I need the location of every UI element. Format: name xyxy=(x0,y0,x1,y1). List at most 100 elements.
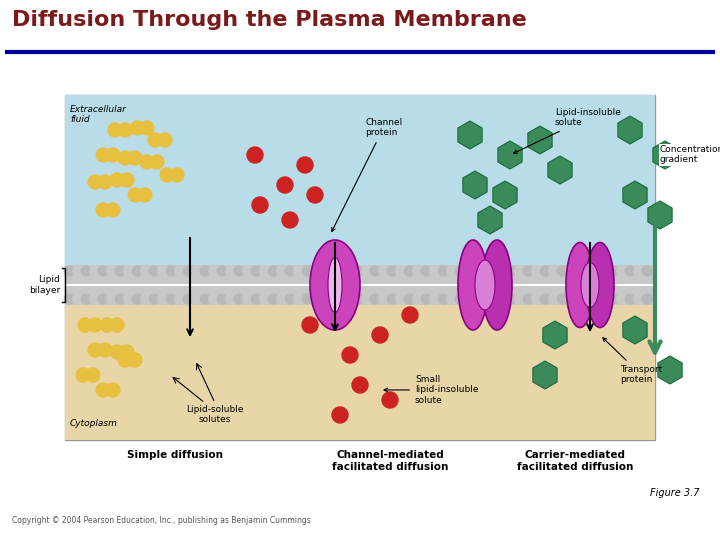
Circle shape xyxy=(277,177,293,193)
Circle shape xyxy=(110,318,124,332)
Circle shape xyxy=(328,266,338,276)
Text: Small
lipid-insoluble
solute: Small lipid-insoluble solute xyxy=(384,375,479,405)
Circle shape xyxy=(404,294,414,304)
Circle shape xyxy=(345,294,355,304)
Circle shape xyxy=(88,343,102,357)
Circle shape xyxy=(73,294,83,304)
Circle shape xyxy=(76,368,90,382)
Circle shape xyxy=(413,294,423,304)
Circle shape xyxy=(311,266,320,276)
Circle shape xyxy=(251,266,261,276)
Circle shape xyxy=(115,294,125,304)
Circle shape xyxy=(498,266,508,276)
Polygon shape xyxy=(658,356,682,384)
Circle shape xyxy=(379,266,389,276)
Circle shape xyxy=(582,294,593,304)
Polygon shape xyxy=(528,126,552,154)
Circle shape xyxy=(352,377,368,393)
Text: Diffusion Through the Plasma Membrane: Diffusion Through the Plasma Membrane xyxy=(12,10,527,30)
Circle shape xyxy=(430,266,440,276)
Circle shape xyxy=(200,266,210,276)
Circle shape xyxy=(506,266,516,276)
Circle shape xyxy=(413,266,423,276)
Circle shape xyxy=(226,266,235,276)
Circle shape xyxy=(370,266,380,276)
Circle shape xyxy=(540,266,550,276)
Polygon shape xyxy=(458,121,482,149)
Text: Lipid-insoluble
solute: Lipid-insoluble solute xyxy=(513,108,621,153)
Circle shape xyxy=(96,383,110,397)
Circle shape xyxy=(387,266,397,276)
Circle shape xyxy=(608,266,618,276)
Circle shape xyxy=(515,266,525,276)
Circle shape xyxy=(64,294,74,304)
Circle shape xyxy=(642,294,652,304)
Circle shape xyxy=(591,294,601,304)
Polygon shape xyxy=(543,321,567,349)
Circle shape xyxy=(90,266,100,276)
Text: Figure 3.7: Figure 3.7 xyxy=(650,488,700,498)
Circle shape xyxy=(158,294,168,304)
Circle shape xyxy=(78,318,92,332)
Circle shape xyxy=(192,266,202,276)
Circle shape xyxy=(523,266,534,276)
Circle shape xyxy=(472,266,482,276)
Ellipse shape xyxy=(566,242,594,327)
Circle shape xyxy=(506,294,516,304)
Circle shape xyxy=(642,266,652,276)
Circle shape xyxy=(294,266,304,276)
Circle shape xyxy=(566,266,576,276)
Circle shape xyxy=(234,294,244,304)
Circle shape xyxy=(209,294,219,304)
Circle shape xyxy=(370,294,380,304)
Text: Transport
protein: Transport protein xyxy=(603,338,662,384)
Circle shape xyxy=(98,343,112,357)
Circle shape xyxy=(88,175,102,189)
Circle shape xyxy=(446,266,456,276)
Circle shape xyxy=(170,168,184,182)
Circle shape xyxy=(319,266,329,276)
Circle shape xyxy=(120,173,134,187)
Circle shape xyxy=(184,294,193,304)
Text: Concentration
gradient: Concentration gradient xyxy=(660,145,720,164)
Circle shape xyxy=(276,266,287,276)
Circle shape xyxy=(549,294,559,304)
Circle shape xyxy=(158,266,168,276)
Polygon shape xyxy=(623,316,647,344)
Circle shape xyxy=(297,157,313,173)
Circle shape xyxy=(455,294,465,304)
Circle shape xyxy=(625,266,635,276)
Circle shape xyxy=(107,294,117,304)
Circle shape xyxy=(90,294,100,304)
Circle shape xyxy=(600,266,610,276)
Text: Carrier-mediated
facilitated diffusion: Carrier-mediated facilitated diffusion xyxy=(517,450,633,471)
Circle shape xyxy=(140,121,154,135)
Circle shape xyxy=(617,266,626,276)
Circle shape xyxy=(247,147,263,163)
Circle shape xyxy=(243,294,253,304)
Circle shape xyxy=(361,266,372,276)
Circle shape xyxy=(217,294,228,304)
Circle shape xyxy=(260,266,270,276)
Circle shape xyxy=(128,188,142,202)
Polygon shape xyxy=(478,206,502,234)
Polygon shape xyxy=(653,141,677,169)
Circle shape xyxy=(455,266,465,276)
Circle shape xyxy=(302,266,312,276)
Circle shape xyxy=(285,266,295,276)
Polygon shape xyxy=(648,201,672,229)
Circle shape xyxy=(332,407,348,423)
Circle shape xyxy=(166,294,176,304)
Circle shape xyxy=(634,294,644,304)
Circle shape xyxy=(402,307,418,323)
Circle shape xyxy=(252,197,268,213)
Polygon shape xyxy=(623,181,647,209)
Polygon shape xyxy=(463,171,487,199)
Bar xyxy=(65,95,655,440)
Circle shape xyxy=(269,266,278,276)
Circle shape xyxy=(118,353,132,367)
Circle shape xyxy=(110,345,124,359)
Circle shape xyxy=(110,173,124,187)
Circle shape xyxy=(421,266,431,276)
Ellipse shape xyxy=(328,258,342,313)
